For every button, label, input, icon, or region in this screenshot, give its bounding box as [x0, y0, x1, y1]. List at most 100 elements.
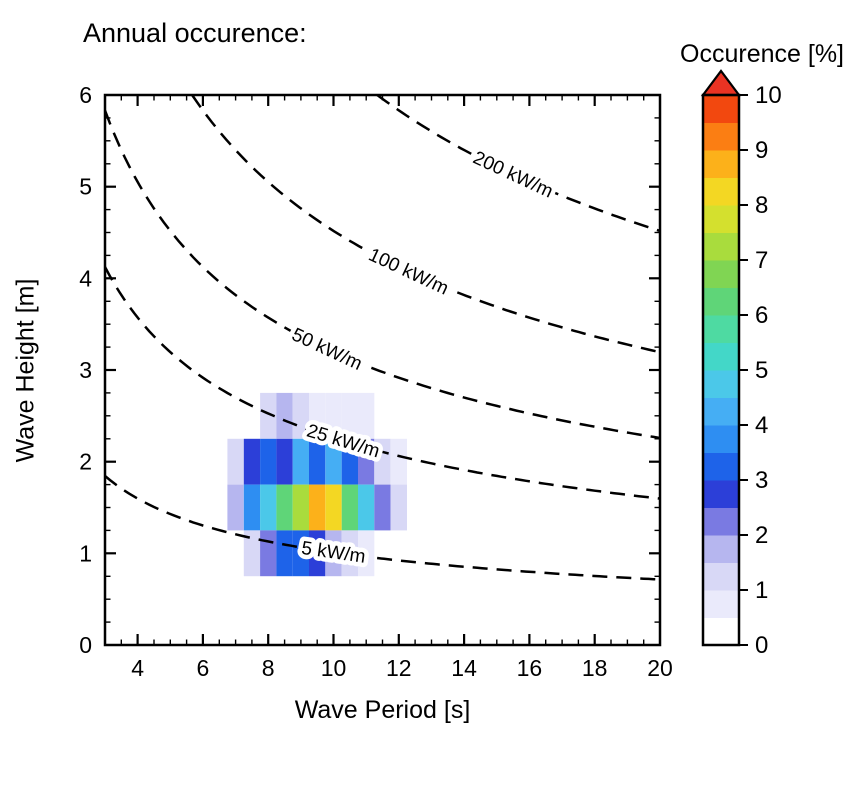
colorbar-segment [703, 177, 739, 206]
heatmap-cell [325, 438, 342, 485]
y-tick-label: 5 [79, 174, 92, 200]
heatmap-cell [374, 484, 391, 531]
contour-25kwm [103, 266, 661, 500]
heatmap-cell [227, 484, 244, 531]
colorbar-segment [703, 205, 739, 233]
colorbar-segment [703, 315, 739, 343]
axes-frame [103, 93, 662, 647]
x-tick-label: 14 [451, 655, 477, 681]
x-tick-label: 4 [131, 655, 144, 681]
colorbar-tick-label: 4 [755, 412, 768, 439]
y-axis-label-wrap: Wave Height [m] [0, 95, 52, 645]
heatmap-cell [276, 438, 293, 485]
x-tick-label: 6 [197, 655, 210, 681]
heatmap-cell [276, 484, 293, 531]
colorbar-tick-label: 9 [755, 137, 768, 164]
heatmap-cell [358, 438, 375, 485]
colorbar-segment [703, 617, 739, 646]
heatmap-cell [292, 392, 309, 439]
heatmap-cell [390, 438, 407, 485]
heatmap-cell [341, 392, 358, 439]
colorbar-title: Occurence [%] [680, 40, 844, 68]
colorbar-segment [703, 590, 739, 618]
colorbar-segment [703, 232, 739, 261]
colorbar-tick-label: 8 [755, 192, 768, 219]
heatmap-cell [243, 438, 261, 485]
contour-5kwm [104, 474, 661, 581]
colorbar-tick-label: 3 [755, 467, 768, 494]
contour-label-100kwm: 100 kW/m [365, 244, 451, 299]
contour-100kwm [191, 94, 661, 354]
colorbar: 0 1 2 3 4 5 6 7 8 9 10 [700, 69, 782, 659]
heatmap-cell [309, 530, 326, 577]
y-tick-label: 0 [79, 632, 92, 658]
heatmap-cell [309, 438, 326, 485]
contour-200kwm [376, 93, 661, 233]
heatmap-cell [260, 530, 277, 577]
colorbar-segment [703, 150, 739, 178]
contour-50kwm [103, 109, 661, 440]
colorbar-segment [703, 122, 739, 151]
contour-label-50kwm: 50 kW/m [288, 324, 365, 375]
x-axis-label: Wave Period [s] [294, 696, 471, 724]
y-axis-label: Wave Height [m] [11, 278, 40, 462]
y-tick-label: 1 [79, 540, 92, 566]
heatmap-cell [341, 438, 358, 485]
colorbar-segment [703, 397, 739, 426]
heatmap-cell [260, 392, 277, 439]
heatmap-cell [390, 484, 407, 531]
heatmap-cell [358, 392, 375, 439]
heatmap-cell [341, 530, 358, 577]
y-tick-label: 2 [79, 449, 92, 475]
heatmap-cell [309, 484, 326, 531]
colorbar-tick-label: 10 [755, 82, 782, 109]
heatmap-cell [358, 530, 375, 577]
colorbar-segment [703, 425, 739, 453]
x-tick-label: 20 [647, 655, 673, 681]
power-contours [103, 93, 661, 581]
heatmap-cell [309, 392, 326, 439]
colorbar-tick-label: 5 [755, 357, 768, 384]
heatmap-layer [227, 392, 407, 577]
heatmap-cell [260, 484, 277, 531]
heatmap-cell [260, 438, 277, 485]
colorbar-segment [703, 287, 739, 316]
heatmap-cell [325, 392, 342, 439]
heatmap-cell [292, 530, 309, 577]
contour-label-200kwm: 200 kW/m [470, 148, 556, 203]
x-tick-label: 18 [582, 655, 608, 681]
x-tick-label: 16 [517, 655, 543, 681]
colorbar-segment [703, 342, 739, 371]
x-tick-label: 12 [386, 655, 412, 681]
colorbar-segment [703, 452, 739, 481]
heatmap-cell [227, 438, 244, 485]
colorbar-segment [703, 95, 739, 123]
colorbar-segment [703, 260, 739, 288]
heatmap-cell [358, 484, 375, 531]
colorbar-segment [703, 370, 739, 398]
colorbar-tick-label: 6 [755, 302, 768, 329]
heatmap-cell [276, 392, 293, 439]
colorbar-over-arrow [700, 69, 742, 97]
heatmap-cell [341, 484, 358, 531]
colorbar-segment [703, 507, 739, 536]
heatmap-cell [292, 484, 309, 531]
heatmap-cell [276, 530, 293, 577]
heatmap-cell [325, 484, 342, 531]
heatmap-cell [243, 530, 261, 577]
colorbar-segment [703, 562, 739, 591]
y-tick-label: 4 [79, 265, 92, 291]
heatmap-cell [243, 484, 261, 531]
plot-border [103, 93, 662, 647]
x-tick-label: 10 [321, 655, 347, 681]
colorbar-segment [703, 480, 739, 508]
colorbar-tick-label: 2 [755, 522, 768, 549]
y-tick-label: 6 [79, 82, 92, 108]
x-tick-label: 8 [262, 655, 275, 681]
colorbar-segment [703, 535, 739, 563]
colorbar-tick-label: 7 [755, 247, 768, 274]
colorbar-tick-label: 1 [755, 577, 768, 604]
